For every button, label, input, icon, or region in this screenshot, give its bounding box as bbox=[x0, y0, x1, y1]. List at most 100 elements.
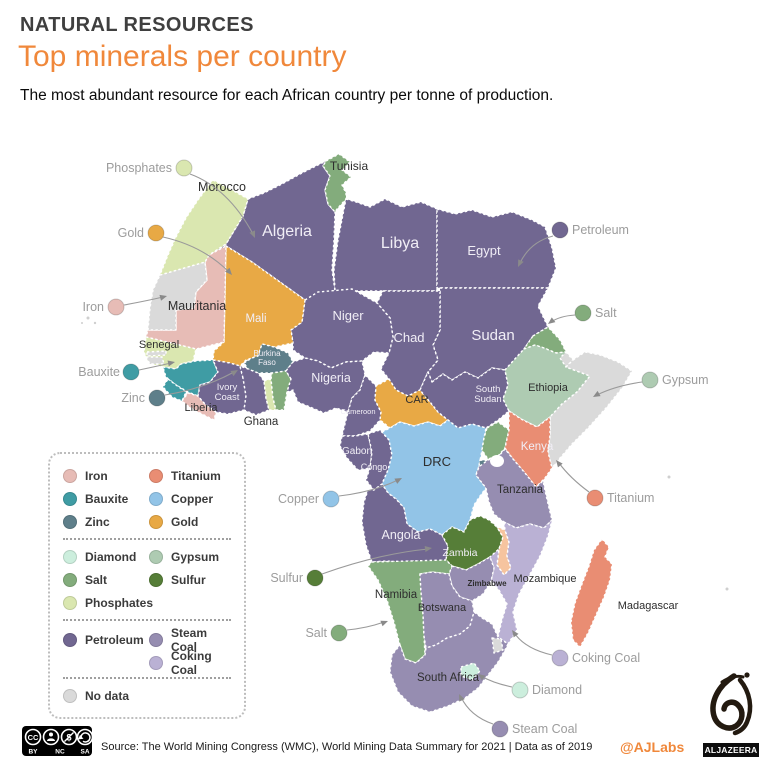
callout-salt-west: Salt bbox=[305, 620, 388, 642]
island-specks bbox=[81, 316, 729, 591]
callout-salt-east: Salt bbox=[548, 304, 617, 324]
license-term-sa: SA bbox=[80, 749, 89, 756]
callout-gold-label: Gold bbox=[118, 226, 144, 240]
callout-copper-label: Copper bbox=[278, 492, 319, 506]
legend-swatch-no-data bbox=[63, 688, 77, 703]
legend: Iron Titanium Bauxite Copper Zinc Gold D… bbox=[48, 452, 246, 719]
callout-copper: Copper bbox=[278, 478, 402, 508]
label-senegal: Senegal bbox=[139, 339, 179, 351]
label-morocco: Morocco bbox=[198, 180, 246, 194]
legend-swatch-titanium bbox=[149, 468, 163, 483]
callout-iron-label: Iron bbox=[82, 300, 104, 314]
legend-swatch-bauxite bbox=[63, 491, 77, 506]
country-niger bbox=[290, 288, 394, 369]
callout-salt-west-label: Salt bbox=[305, 626, 327, 640]
country-namibia bbox=[367, 559, 453, 664]
label-mauritania: Mauritania bbox=[168, 299, 226, 313]
label-liberia: Liberia bbox=[184, 402, 218, 414]
legend-label-gypsum: Gypsum bbox=[171, 549, 220, 564]
country-gabon bbox=[339, 433, 373, 471]
cc-license-badge: CC $ BY NC SA bbox=[22, 726, 94, 756]
legend-swatch-sulfur bbox=[149, 572, 163, 587]
country-libya bbox=[333, 198, 438, 292]
label-congo: Congo bbox=[361, 462, 388, 472]
callout-steam-coal: Steam Coal bbox=[459, 694, 577, 738]
callout-titanium: Titanium bbox=[556, 460, 654, 507]
label-burkina-faso: Burkina bbox=[253, 349, 281, 358]
label-madagascar: Madagascar bbox=[618, 600, 679, 612]
legend-divider bbox=[63, 677, 231, 679]
callout-titanium-label: Titanium bbox=[607, 491, 654, 505]
label-car: CAR bbox=[405, 394, 428, 406]
legend-label-copper: Copper bbox=[171, 491, 213, 506]
country-car bbox=[374, 378, 449, 429]
license-term-nc: NC bbox=[55, 749, 65, 756]
legend-label-steam-coal: Steam Coal bbox=[171, 626, 208, 654]
cc-icon: CC bbox=[28, 733, 39, 742]
country-nigeria bbox=[285, 357, 366, 414]
label-gabon: Gabon bbox=[342, 446, 372, 457]
label-nigeria: Nigeria bbox=[311, 371, 351, 385]
iron-dot bbox=[107, 298, 125, 316]
callout-gold: Gold bbox=[118, 224, 232, 275]
legend-label-phosphates: Phosphates bbox=[85, 595, 154, 610]
callout-bauxite-label: Bauxite bbox=[78, 365, 120, 379]
legend-label-sulfur: Sulfur bbox=[171, 572, 206, 587]
label-south-africa: South Africa bbox=[417, 672, 480, 684]
callout-diamond-label: Diamond bbox=[532, 683, 582, 697]
legend-swatch-iron bbox=[63, 468, 77, 483]
legend-swatch-gypsum bbox=[149, 549, 163, 564]
country-eswatini bbox=[491, 637, 504, 654]
country-lesotho bbox=[460, 662, 481, 681]
country-botswana bbox=[419, 571, 475, 649]
callout-iron: Iron bbox=[82, 294, 167, 316]
country-sierra-leone bbox=[162, 378, 187, 402]
bauxite-dot bbox=[122, 363, 140, 381]
country-mozambique bbox=[489, 519, 553, 645]
legend-label-diamond: Diamond bbox=[85, 549, 137, 564]
subtitle: The most abundant resource for each Afri… bbox=[20, 87, 554, 104]
legend-label-salt: Salt bbox=[85, 572, 108, 587]
label-zimbabwe: Zimbabwe bbox=[467, 579, 507, 588]
zinc-dot bbox=[148, 389, 166, 407]
kicker-title: NATURAL RESOURCES bbox=[20, 14, 254, 36]
country-morocco bbox=[159, 179, 249, 276]
legend-label-bauxite: Bauxite bbox=[85, 491, 129, 506]
titanium-dot bbox=[586, 489, 604, 507]
legend-swatch-copper bbox=[149, 491, 163, 506]
callout-zinc: Zinc bbox=[121, 370, 238, 407]
callout-phosphates-label: Phosphates bbox=[106, 161, 172, 175]
label-mozambique: Mozambique bbox=[514, 573, 577, 585]
label-kenya: Kenya bbox=[521, 441, 554, 453]
legend-swatch-phosphates bbox=[63, 595, 77, 610]
label-tunisia: Tunisia bbox=[330, 159, 369, 173]
legend-label-gold: Gold bbox=[171, 514, 199, 529]
label-libya: Libya bbox=[381, 235, 419, 252]
callout-gypsum: Gypsum bbox=[593, 371, 709, 397]
label-ivory-coast: Ivory bbox=[217, 382, 238, 393]
label-chad: Chad bbox=[393, 330, 424, 345]
country-madagascar bbox=[570, 538, 613, 648]
salt-west-dot bbox=[330, 624, 348, 642]
callout-phosphates: Phosphates bbox=[106, 159, 256, 238]
label-burkina-faso-2: Faso bbox=[258, 358, 276, 367]
label-ghana: Ghana bbox=[244, 416, 279, 428]
callout-coking-coal: Coking Coal bbox=[512, 630, 640, 667]
callout-diamond: Diamond bbox=[478, 674, 582, 699]
callout-coking-coal-label: Coking Coal bbox=[572, 651, 640, 665]
country-western-sahara bbox=[147, 261, 208, 331]
country-uganda bbox=[481, 421, 510, 460]
legend-swatch-coking-coal bbox=[149, 656, 163, 670]
country-zimbabwe bbox=[448, 556, 495, 602]
label-angola: Angola bbox=[382, 528, 421, 542]
label-mali: Mali bbox=[245, 313, 266, 325]
country-kenya bbox=[504, 410, 553, 488]
label-namibia: Namibia bbox=[375, 589, 418, 601]
country-tanzania bbox=[475, 448, 553, 529]
legend-label-iron: Iron bbox=[85, 468, 108, 483]
label-niger: Niger bbox=[332, 308, 364, 323]
country-sudan bbox=[427, 287, 549, 383]
legend-swatch-diamond bbox=[63, 549, 77, 564]
